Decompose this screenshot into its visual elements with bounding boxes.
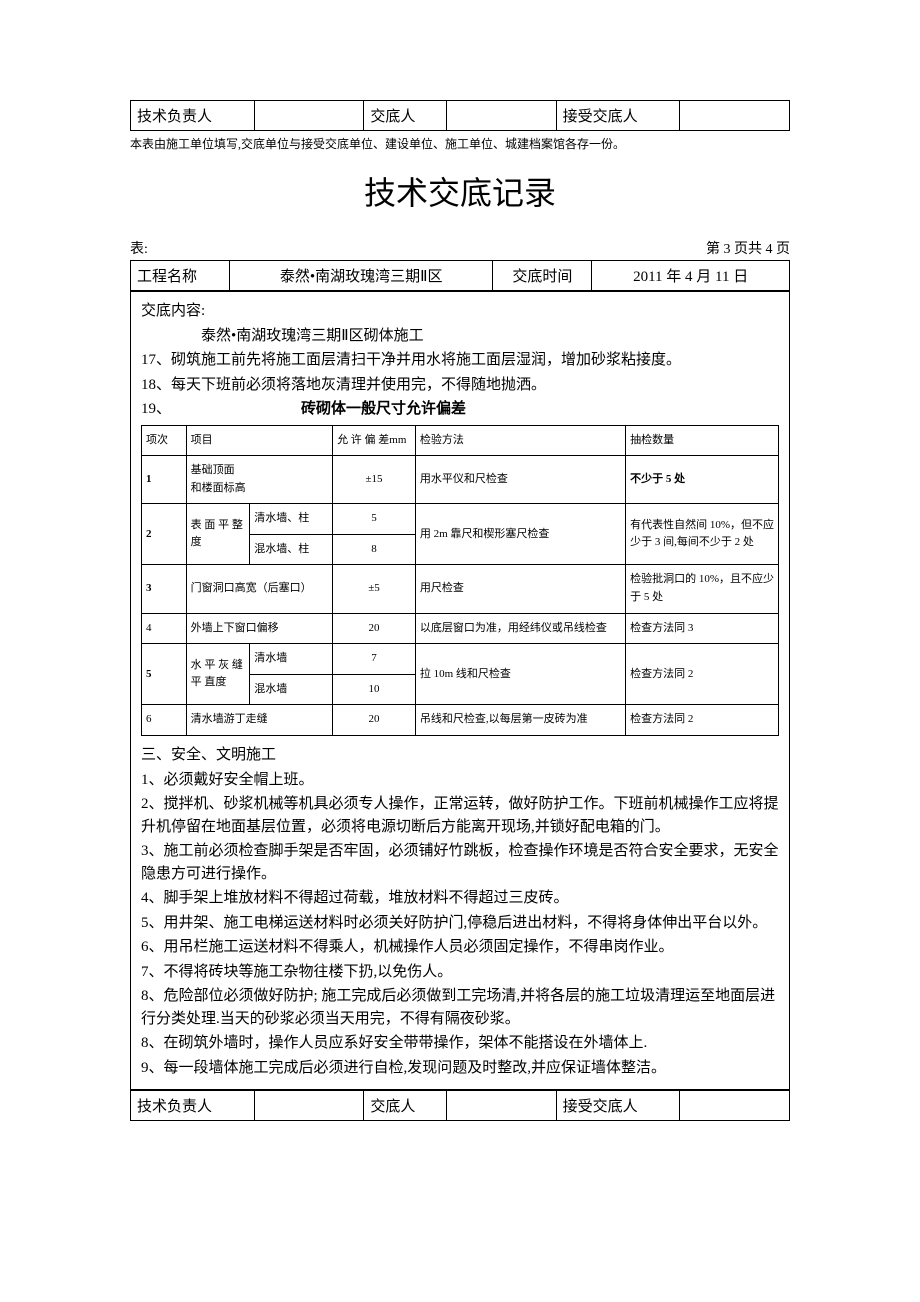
dev-qty: 检验批洞口的 10%，且不应少于 5 处: [626, 565, 779, 613]
safety-item: 2、搅拌机、砂浆机械等机具必须专人操作，正常运转，做好防护工作。下班前机械操作工…: [141, 793, 779, 838]
dev-method: 吊线和尺检查,以每层第一皮砖为准: [415, 705, 625, 736]
document-title: 技术交底记录: [130, 168, 790, 214]
dev-sub: 清水墙、柱: [250, 504, 333, 535]
proj-value: 泰然•南湖玫瑰湾三期Ⅱ区: [229, 261, 493, 291]
deviation-title: 砖砌体一般尺寸允许偏差: [301, 398, 466, 421]
dev-num: 6: [142, 705, 187, 736]
dev-item: 水 平 灰 缝 平 直度: [186, 644, 250, 705]
time-label: 交底时间: [493, 261, 592, 291]
dev-sub: 混水墙、柱: [250, 534, 333, 565]
proj-label: 工程名称: [131, 261, 230, 291]
tech-lead-value: [254, 1091, 364, 1121]
dev-method: 用水平仪和尺检查: [415, 456, 625, 504]
content-heading: 交底内容:: [141, 300, 779, 323]
dev-qty: 不少于 5 处: [626, 456, 779, 504]
dev-num: 2: [142, 504, 187, 565]
recv-label: 接受交底人: [556, 1091, 680, 1121]
content-item-19: 19、 砖砌体一般尺寸允许偏差: [141, 398, 779, 421]
disc-label: 交底人: [364, 101, 446, 131]
dev-h4: 检验方法: [415, 425, 625, 456]
dev-sub: 混水墙: [250, 674, 333, 705]
dev-h1: 项次: [142, 425, 187, 456]
content-item-17: 17、砌筑施工前先将施工面层清扫干净并用水将施工面层湿润，增加砂浆粘接度。: [141, 349, 779, 372]
deviation-row: 4 外墙上下窗口偏移 20 以底层窗口为准，用经纬仪或吊线检查 检查方法同 3: [142, 613, 779, 644]
tech-lead-value: [254, 101, 364, 131]
safety-item: 7、不得将砖块等施工杂物往楼下扔,以免伤人。: [141, 961, 779, 984]
dev-val: ±15: [333, 456, 416, 504]
deviation-row: 3 门窗洞口高宽（后塞口） ±5 用尺检查 检验批洞口的 10%，且不应少于 5…: [142, 565, 779, 613]
dev-qty: 有代表性自然间 10%，但不应少于 3 间,每间不少于 2 处: [626, 504, 779, 565]
safety-item: 9、每一段墙体施工完成后必须进行自检,发现问题及时整改,并应保证墙体整洁。: [141, 1057, 779, 1080]
disc-value: [446, 1091, 556, 1121]
recv-label: 接受交底人: [556, 101, 680, 131]
project-header-table: 工程名称 泰然•南湖玫瑰湾三期Ⅱ区 交底时间 2011 年 4 月 11 日: [130, 260, 790, 291]
page-info: 表: 第 3 页共 4 页: [130, 238, 790, 258]
dev-val: 8: [333, 534, 416, 565]
deviation-row: 5 水 平 灰 缝 平 直度 清水墙 7 拉 10m 线和尺检查 检查方法同 2: [142, 644, 779, 675]
dev-method: 用尺检查: [415, 565, 625, 613]
dev-val: ±5: [333, 565, 416, 613]
dev-h3: 允 许 偏 差mm: [333, 425, 416, 456]
item19-prefix: 19、: [141, 398, 171, 421]
dev-h2: 项目: [186, 425, 332, 456]
archive-note: 本表由施工单位填写,交底单位与接受交底单位、建设单位、施工单位、城建档案馆各存一…: [130, 135, 790, 152]
content-subtitle: 泰然•南湖玫瑰湾三期Ⅱ区砌体施工: [141, 325, 779, 348]
safety-item: 8、在砌筑外墙时，操作人员应系好安全带带操作，架体不能搭设在外墙体上.: [141, 1032, 779, 1055]
signature-table-top: 技术负责人 交底人 接受交底人: [130, 100, 790, 131]
dev-val: 20: [333, 613, 416, 644]
dev-method: 用 2m 靠尺和楔形塞尺检查: [415, 504, 625, 565]
disc-value: [446, 101, 556, 131]
tech-lead-label: 技术负责人: [131, 1091, 255, 1121]
deviation-header-row: 项次 项目 允 许 偏 差mm 检验方法 抽检数量: [142, 425, 779, 456]
page-number: 第 3 页共 4 页: [706, 238, 790, 258]
dev-item: 门窗洞口高宽（后塞口）: [186, 565, 332, 613]
safety-item: 5、用井架、施工电梯运送材料时必须关好防护门,停稳后进出材料，不得将身体伸出平台…: [141, 912, 779, 935]
content-item-18: 18、每天下班前必须将落地灰清理并使用完，不得随地抛洒。: [141, 374, 779, 397]
dev-num: 1: [142, 456, 187, 504]
safety-item: 1、必须戴好安全帽上班。: [141, 769, 779, 792]
safety-item: 8、危险部位必须做好防护; 施工完成后必须做到工完场清,并将各层的施工垃圾清理运…: [141, 985, 779, 1030]
dev-num: 4: [142, 613, 187, 644]
dev-val: 20: [333, 705, 416, 736]
safety-item: 4、脚手架上堆放材料不得超过荷载，堆放材料不得超过三皮砖。: [141, 887, 779, 910]
dev-qty: 检查方法同 2: [626, 705, 779, 736]
safety-heading: 三、安全、文明施工: [141, 744, 779, 767]
dev-val: 7: [333, 644, 416, 675]
dev-sub: 清水墙: [250, 644, 333, 675]
dev-h5: 抽检数量: [626, 425, 779, 456]
table-label: 表:: [130, 238, 148, 258]
dev-item: 表 面 平 整 度: [186, 504, 250, 565]
tech-lead-label: 技术负责人: [131, 101, 255, 131]
dev-method: 以底层窗口为准，用经纬仪或吊线检查: [415, 613, 625, 644]
disc-label: 交底人: [364, 1091, 446, 1121]
deviation-row: 6 清水墙游丁走缝 20 吊线和尺检查,以每层第一皮砖为准 检查方法同 2: [142, 705, 779, 736]
dev-val: 10: [333, 674, 416, 705]
deviation-row: 1 基础顶面 和楼面标高 ±15 用水平仪和尺检查 不少于 5 处: [142, 456, 779, 504]
dev-val: 5: [333, 504, 416, 535]
deviation-row: 2 表 面 平 整 度 清水墙、柱 5 用 2m 靠尺和楔形塞尺检查 有代表性自…: [142, 504, 779, 535]
safety-item: 6、用吊栏施工运送材料不得乘人，机械操作人员必须固定操作，不得串岗作业。: [141, 936, 779, 959]
safety-item: 3、施工前必须检查脚手架是否牢固，必须铺好竹跳板，检查操作环境是否符合安全要求，…: [141, 840, 779, 885]
dev-qty: 检查方法同 2: [626, 644, 779, 705]
dev-method: 拉 10m 线和尺检查: [415, 644, 625, 705]
recv-value: [680, 1091, 790, 1121]
recv-value: [680, 101, 790, 131]
time-value: 2011 年 4 月 11 日: [592, 261, 790, 291]
dev-item: 外墙上下窗口偏移: [186, 613, 332, 644]
content-table: 交底内容: 泰然•南湖玫瑰湾三期Ⅱ区砌体施工 17、砌筑施工前先将施工面层清扫干…: [130, 291, 790, 1090]
dev-num: 3: [142, 565, 187, 613]
signature-table-bottom: 技术负责人 交底人 接受交底人: [130, 1090, 790, 1121]
dev-qty: 检查方法同 3: [626, 613, 779, 644]
content-cell: 交底内容: 泰然•南湖玫瑰湾三期Ⅱ区砌体施工 17、砌筑施工前先将施工面层清扫干…: [131, 292, 790, 1090]
dev-num: 5: [142, 644, 187, 705]
deviation-table: 项次 项目 允 许 偏 差mm 检验方法 抽检数量 1 基础顶面 和楼面标高 ±…: [141, 425, 779, 737]
dev-item: 基础顶面 和楼面标高: [186, 456, 332, 504]
dev-item: 清水墙游丁走缝: [186, 705, 332, 736]
